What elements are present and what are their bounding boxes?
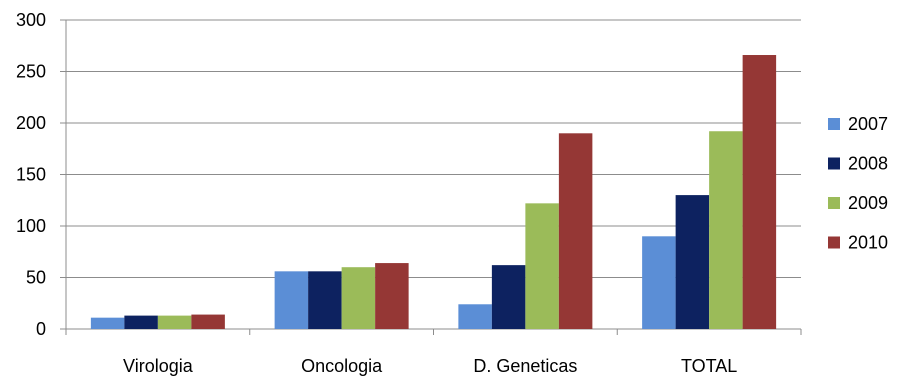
- y-tick-label: 250: [16, 62, 46, 82]
- legend-swatch: [828, 236, 840, 249]
- y-tick-label: 100: [16, 216, 46, 236]
- y-tick-label: 150: [16, 165, 46, 185]
- y-tick-label: 0: [36, 319, 46, 339]
- bars: [90, 55, 777, 330]
- y-tick-label: 200: [16, 113, 46, 133]
- bar-2010-1: [375, 263, 409, 329]
- bar-2007-1: [274, 271, 309, 329]
- legend: 2007 2008 2009 2010: [828, 114, 888, 253]
- bar-2009-2: [525, 203, 559, 329]
- y-tick-label: 300: [16, 10, 46, 30]
- legend-label: 2009: [848, 193, 888, 213]
- legend-swatch: [828, 197, 840, 209]
- bar-2010-2: [558, 133, 593, 329]
- legend-label: 2008: [848, 154, 888, 174]
- y-tick-label: 50: [26, 268, 46, 288]
- bar-2007-3: [642, 236, 676, 329]
- bar-2010-0: [191, 314, 225, 329]
- bar-2007-0: [90, 317, 125, 329]
- bar-2009-1: [341, 267, 376, 329]
- x-tick-label: D. Geneticas: [473, 356, 577, 376]
- legend-label: 2010: [848, 233, 888, 253]
- bar-2008-3: [675, 195, 710, 329]
- x-tick-label: Oncologia: [301, 356, 383, 376]
- x-tick-label: TOTAL: [681, 356, 737, 376]
- bar-2008-2: [491, 265, 526, 329]
- bar-2007-2: [458, 304, 492, 329]
- bar-2009-0: [157, 315, 192, 329]
- bar-2010-3: [742, 55, 777, 330]
- bar-2009-3: [709, 131, 743, 329]
- axis-labels: 0 50 100 150 200 250 300 Virologia Oncologia D. G…: [16, 10, 737, 376]
- x-tick-label: Virologia: [123, 356, 194, 376]
- legend-swatch: [828, 118, 840, 130]
- bar-2008-0: [124, 315, 158, 329]
- legend-label: 2007: [848, 114, 888, 134]
- bar-2008-1: [308, 271, 342, 329]
- legend-swatch: [828, 157, 840, 170]
